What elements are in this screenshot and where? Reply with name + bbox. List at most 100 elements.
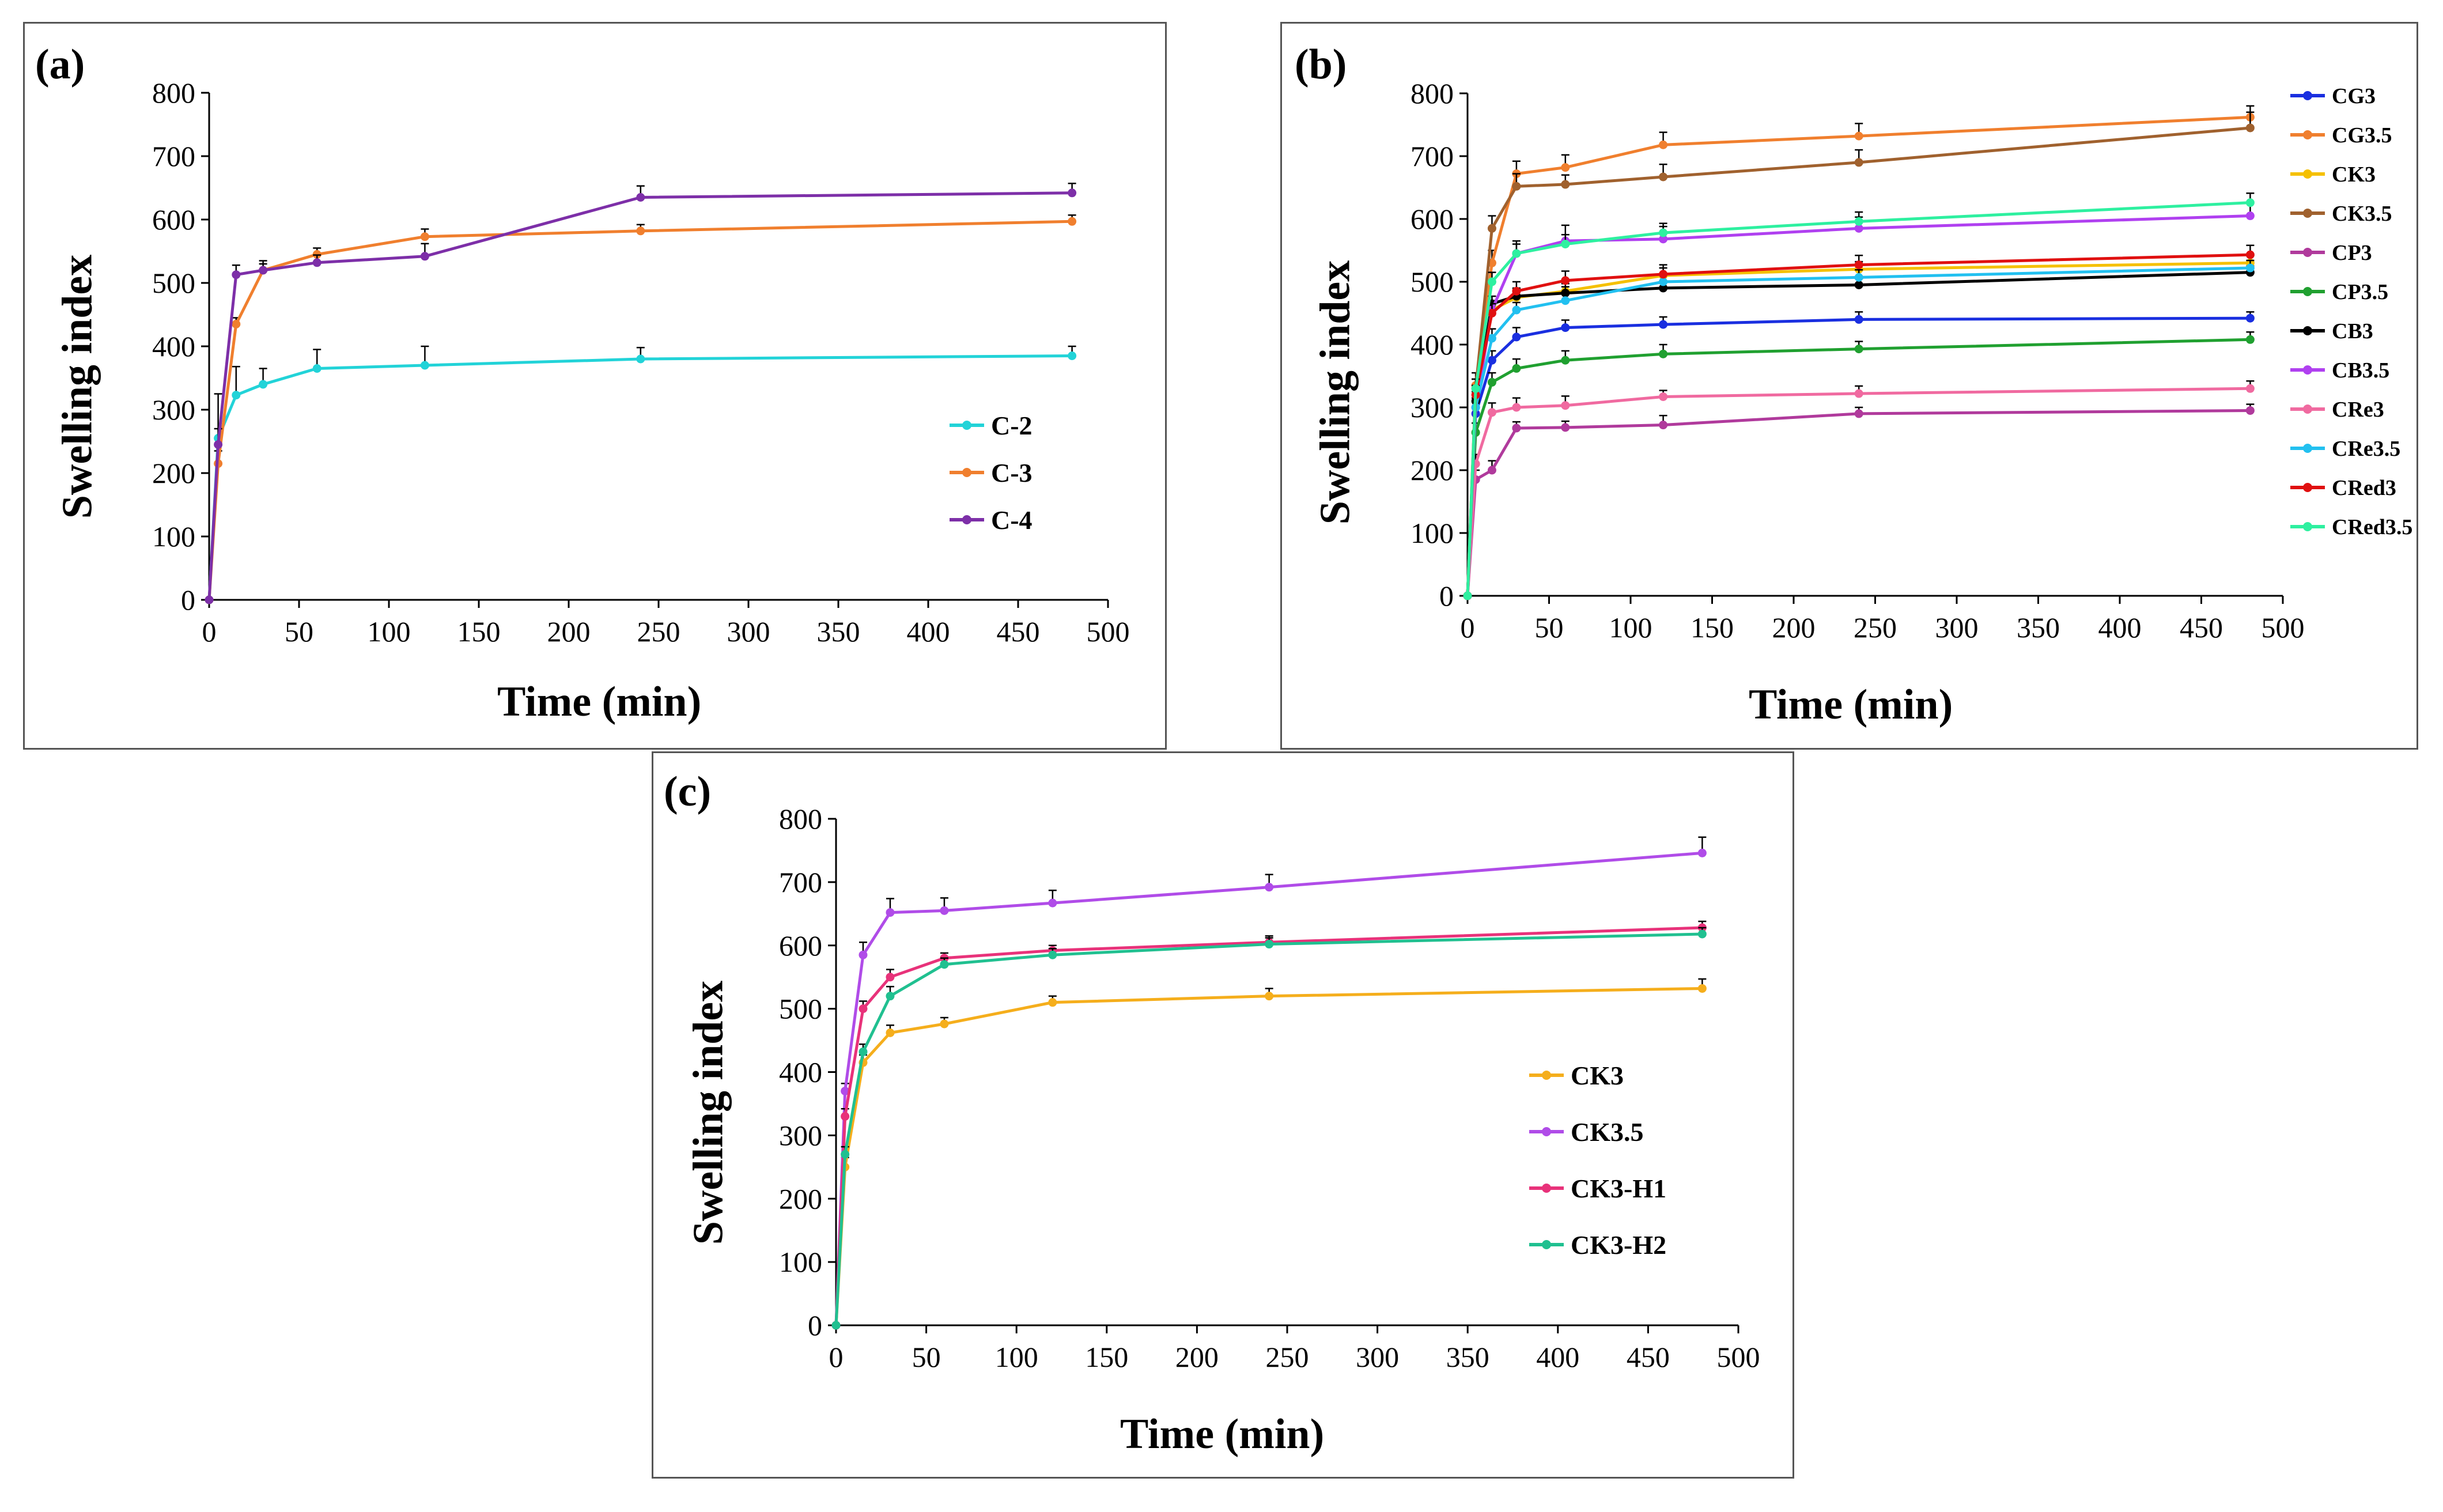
- legend-label: C-2: [991, 411, 1033, 440]
- y-tick-label: 800: [1410, 77, 1454, 109]
- series-CP3: [1463, 403, 2255, 600]
- x-tick-label: 450: [1627, 1341, 1670, 1373]
- data-point: [1463, 591, 1472, 600]
- data-point: [312, 258, 322, 267]
- legend-swatch: [1529, 1127, 1564, 1136]
- data-point: [1659, 235, 1668, 244]
- legend-swatch: [2290, 130, 2325, 139]
- data-point: [1659, 349, 1668, 358]
- panel-label: (a): [35, 41, 85, 88]
- y-tick-label: 600: [779, 929, 822, 962]
- y-tick-label: 500: [1410, 266, 1454, 298]
- y-axis-title: Swelling index: [54, 254, 101, 519]
- legend-swatch: [950, 515, 984, 524]
- series-CP3.5: [1463, 331, 2255, 600]
- legend-label: CP3: [2332, 241, 2372, 265]
- data-point: [636, 193, 645, 202]
- series-line: [1466, 201, 2251, 596]
- data-point: [2245, 123, 2255, 133]
- data-point: [232, 391, 241, 400]
- data-point: [1487, 408, 1496, 417]
- x-axis-title: Time (min): [497, 678, 702, 725]
- y-tick-label: 200: [779, 1182, 822, 1215]
- x-tick-label: 100: [995, 1341, 1038, 1373]
- x-tick-label: 50: [912, 1341, 941, 1373]
- data-point: [1487, 466, 1496, 475]
- x-tick-label: 100: [1609, 611, 1652, 644]
- data-point: [1854, 260, 1863, 270]
- data-point: [831, 1321, 841, 1330]
- series-C-4: [205, 183, 1077, 604]
- legend-swatch: [2290, 91, 2325, 100]
- legend-swatch: [2290, 365, 2325, 375]
- series-CRed3.5: [1463, 192, 2255, 600]
- data-point: [2245, 313, 2255, 323]
- legend-label: CK3: [1571, 1061, 1624, 1090]
- legend-label: C-3: [991, 458, 1033, 487]
- data-point: [1697, 848, 1707, 857]
- data-point: [841, 1086, 850, 1095]
- data-point: [1512, 286, 1521, 296]
- legend-label: CK3: [2332, 162, 2376, 187]
- data-point: [636, 226, 645, 236]
- x-tick-label: 350: [817, 615, 860, 648]
- x-tick-label: 350: [2017, 611, 2060, 644]
- data-point: [1854, 409, 1863, 418]
- data-point: [232, 320, 241, 328]
- series-CK3-H2: [831, 927, 1707, 1330]
- data-point: [1659, 140, 1668, 149]
- data-point: [1854, 224, 1863, 233]
- data-point: [205, 595, 214, 604]
- legend-swatch: [1529, 1071, 1564, 1080]
- legend-label: CRed3: [2332, 476, 2396, 500]
- data-point: [859, 950, 868, 959]
- data-point: [841, 1112, 850, 1121]
- legend-swatch: [2290, 169, 2325, 179]
- series-line: [207, 354, 1072, 600]
- data-point: [1659, 277, 1668, 286]
- x-tick-label: 150: [457, 615, 501, 648]
- legend-label: CB3: [2332, 319, 2373, 343]
- data-point: [1854, 345, 1863, 354]
- data-point: [859, 1047, 868, 1056]
- series-line: [1466, 115, 2251, 596]
- data-point: [1068, 188, 1077, 198]
- chart-svg: 0 100 200 300 400 500 600 700 800 0 50 100 150 200 250…: [152, 77, 1130, 648]
- data-point: [1512, 182, 1521, 191]
- data-point: [2245, 335, 2255, 344]
- data-point: [1659, 270, 1668, 279]
- y-tick-label: 200: [152, 457, 195, 489]
- data-point: [1512, 305, 1521, 315]
- data-point: [420, 232, 429, 241]
- series-C-2: [205, 345, 1077, 604]
- data-point: [1854, 280, 1863, 289]
- x-tick-label: 0: [1461, 611, 1475, 644]
- legend-label: CK3-H2: [1571, 1230, 1667, 1260]
- data-point: [1068, 217, 1077, 226]
- y-tick-label: 500: [152, 267, 195, 299]
- chart-panel-c: (c) 0 100 200 300 400 500 600 700 800 0 50 100 150 20…: [652, 751, 1794, 1479]
- legend-swatch: [2290, 405, 2325, 414]
- legend-label: CK3-H1: [1571, 1174, 1667, 1203]
- data-point: [1854, 217, 1863, 226]
- data-point: [1659, 421, 1668, 430]
- x-tick-label: 250: [1266, 1341, 1309, 1373]
- legend-swatch: [1529, 1184, 1564, 1193]
- data-point: [1561, 423, 1570, 432]
- data-point: [1561, 163, 1570, 172]
- data-point: [1561, 323, 1570, 332]
- y-tick-label: 700: [152, 140, 195, 172]
- series-line: [1466, 409, 2251, 596]
- y-tick-label: 400: [779, 1056, 822, 1088]
- legend-label: CRed3.5: [2332, 515, 2413, 539]
- x-tick-label: 300: [727, 615, 770, 648]
- data-point: [940, 1019, 949, 1029]
- data-point: [1561, 401, 1570, 410]
- chart-panel-a: (a) 0 100 200 300 400 500 600 700 800 0 50 100 150 20…: [23, 22, 1167, 750]
- x-tick-label: 450: [2180, 611, 2223, 644]
- data-point: [1471, 384, 1480, 393]
- y-tick-label: 800: [152, 77, 195, 109]
- x-tick-label: 500: [1087, 615, 1130, 648]
- series-C-3: [205, 214, 1077, 604]
- legend-swatch: [950, 421, 984, 430]
